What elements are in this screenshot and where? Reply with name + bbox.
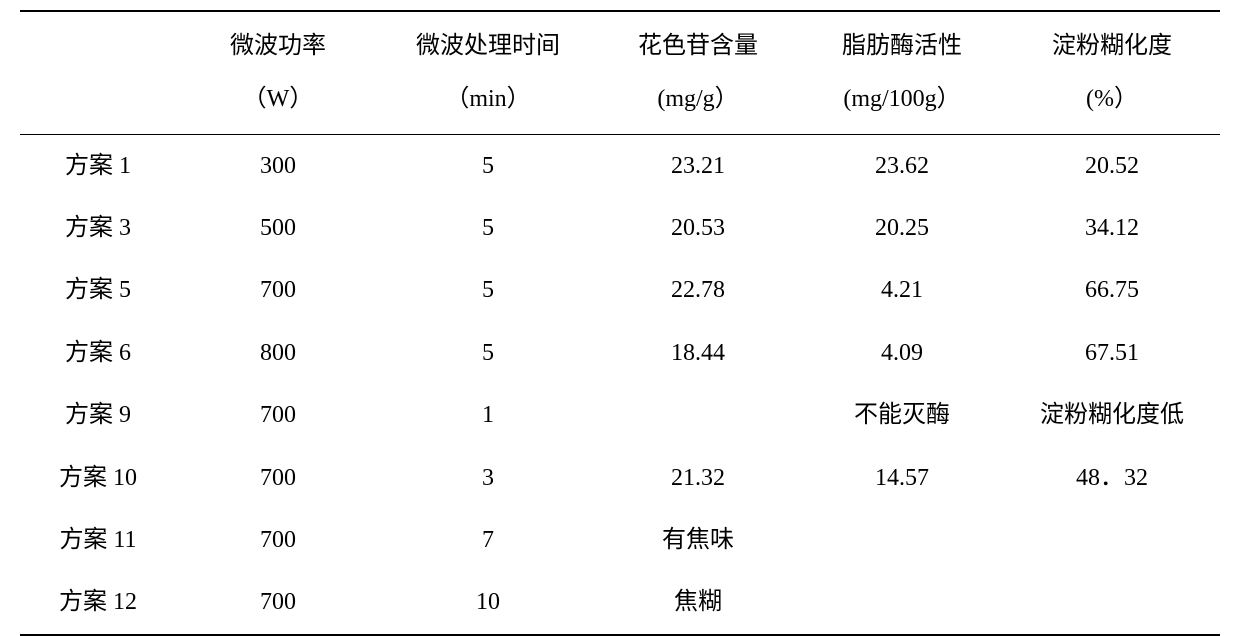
cell-time: 5: [380, 197, 596, 259]
table-row: 方案 1 300 5 23.21 23.62 20.52: [20, 134, 1220, 197]
header-power-line2: （W）: [180, 73, 376, 126]
cell-power: 700: [176, 509, 380, 571]
header-anthocyanin-line1: 花色苷含量: [600, 20, 796, 73]
table-row: 方案 11 700 7 有焦味: [20, 509, 1220, 571]
cell-anthocyanin: 22.78: [596, 259, 800, 321]
cell-time: 7: [380, 509, 596, 571]
cell-gelatin: 34.12: [1004, 197, 1220, 259]
cell-lipase: 4.21: [800, 259, 1004, 321]
table-row: 方案 6 800 5 18.44 4.09 67.51: [20, 322, 1220, 384]
cell-anthocyanin: [596, 384, 800, 446]
cell-gelatin: [1004, 571, 1220, 634]
cell-anthocyanin: 23.21: [596, 134, 800, 197]
cell-scheme: 方案 5: [20, 259, 176, 321]
header-scheme: [20, 11, 176, 134]
cell-anthocyanin: 21.32: [596, 447, 800, 509]
cell-time: 3: [380, 447, 596, 509]
cell-time: 5: [380, 259, 596, 321]
cell-gelatin: 66.75: [1004, 259, 1220, 321]
cell-gelatin: 淀粉糊化度低: [1004, 384, 1220, 446]
cell-scheme: 方案 9: [20, 384, 176, 446]
table-row: 方案 3 500 5 20.53 20.25 34.12: [20, 197, 1220, 259]
cell-power: 700: [176, 259, 380, 321]
header-anthocyanin: 花色苷含量 (mg/g）: [596, 11, 800, 134]
cell-anthocyanin: 20.53: [596, 197, 800, 259]
table-row: 方案 10 700 3 21.32 14.57 48．32: [20, 447, 1220, 509]
cell-power: 800: [176, 322, 380, 384]
cell-gelatin: [1004, 509, 1220, 571]
cell-power: 700: [176, 571, 380, 634]
cell-anthocyanin: 焦糊: [596, 571, 800, 634]
cell-gelatin: 20.52: [1004, 134, 1220, 197]
cell-time: 5: [380, 134, 596, 197]
header-gelatin: 淀粉糊化度 (%）: [1004, 11, 1220, 134]
header-gelatin-line2: (%）: [1008, 73, 1216, 126]
cell-anthocyanin: 18.44: [596, 322, 800, 384]
cell-lipase: 20.25: [800, 197, 1004, 259]
header-row: 微波功率 （W） 微波处理时间 （min） 花色苷含量 (mg/g） 脂肪酶活性…: [20, 11, 1220, 134]
cell-power: 700: [176, 447, 380, 509]
header-anthocyanin-line2: (mg/g）: [600, 73, 796, 126]
cell-lipase: 4.09: [800, 322, 1004, 384]
cell-anthocyanin: 有焦味: [596, 509, 800, 571]
header-lipase: 脂肪酶活性 (mg/100g）: [800, 11, 1004, 134]
header-lipase-line1: 脂肪酶活性: [804, 20, 1000, 73]
table-row: 方案 5 700 5 22.78 4.21 66.75: [20, 259, 1220, 321]
header-power: 微波功率 （W）: [176, 11, 380, 134]
cell-gelatin: 67.51: [1004, 322, 1220, 384]
cell-power: 300: [176, 134, 380, 197]
header-power-line1: 微波功率: [180, 20, 376, 73]
cell-power: 700: [176, 384, 380, 446]
cell-scheme: 方案 6: [20, 322, 176, 384]
cell-time: 1: [380, 384, 596, 446]
cell-scheme: 方案 10: [20, 447, 176, 509]
cell-lipase: 不能灭酶: [800, 384, 1004, 446]
header-gelatin-line1: 淀粉糊化度: [1008, 20, 1216, 73]
cell-scheme: 方案 3: [20, 197, 176, 259]
header-time: 微波处理时间 （min）: [380, 11, 596, 134]
table-body: 方案 1 300 5 23.21 23.62 20.52 方案 3 500 5 …: [20, 134, 1220, 635]
data-table: 微波功率 （W） 微波处理时间 （min） 花色苷含量 (mg/g） 脂肪酶活性…: [20, 10, 1220, 636]
cell-time: 5: [380, 322, 596, 384]
cell-time: 10: [380, 571, 596, 634]
header-lipase-line2: (mg/100g）: [804, 73, 1000, 126]
cell-lipase: 23.62: [800, 134, 1004, 197]
header-time-line1: 微波处理时间: [384, 20, 592, 73]
cell-gelatin: 48．32: [1004, 447, 1220, 509]
table-row: 方案 12 700 10 焦糊: [20, 571, 1220, 634]
cell-power: 500: [176, 197, 380, 259]
cell-scheme: 方案 1: [20, 134, 176, 197]
cell-scheme: 方案 12: [20, 571, 176, 634]
cell-lipase: 14.57: [800, 447, 1004, 509]
cell-lipase: [800, 571, 1004, 634]
cell-lipase: [800, 509, 1004, 571]
table-row: 方案 9 700 1 不能灭酶 淀粉糊化度低: [20, 384, 1220, 446]
cell-scheme: 方案 11: [20, 509, 176, 571]
header-time-line2: （min）: [384, 73, 592, 126]
